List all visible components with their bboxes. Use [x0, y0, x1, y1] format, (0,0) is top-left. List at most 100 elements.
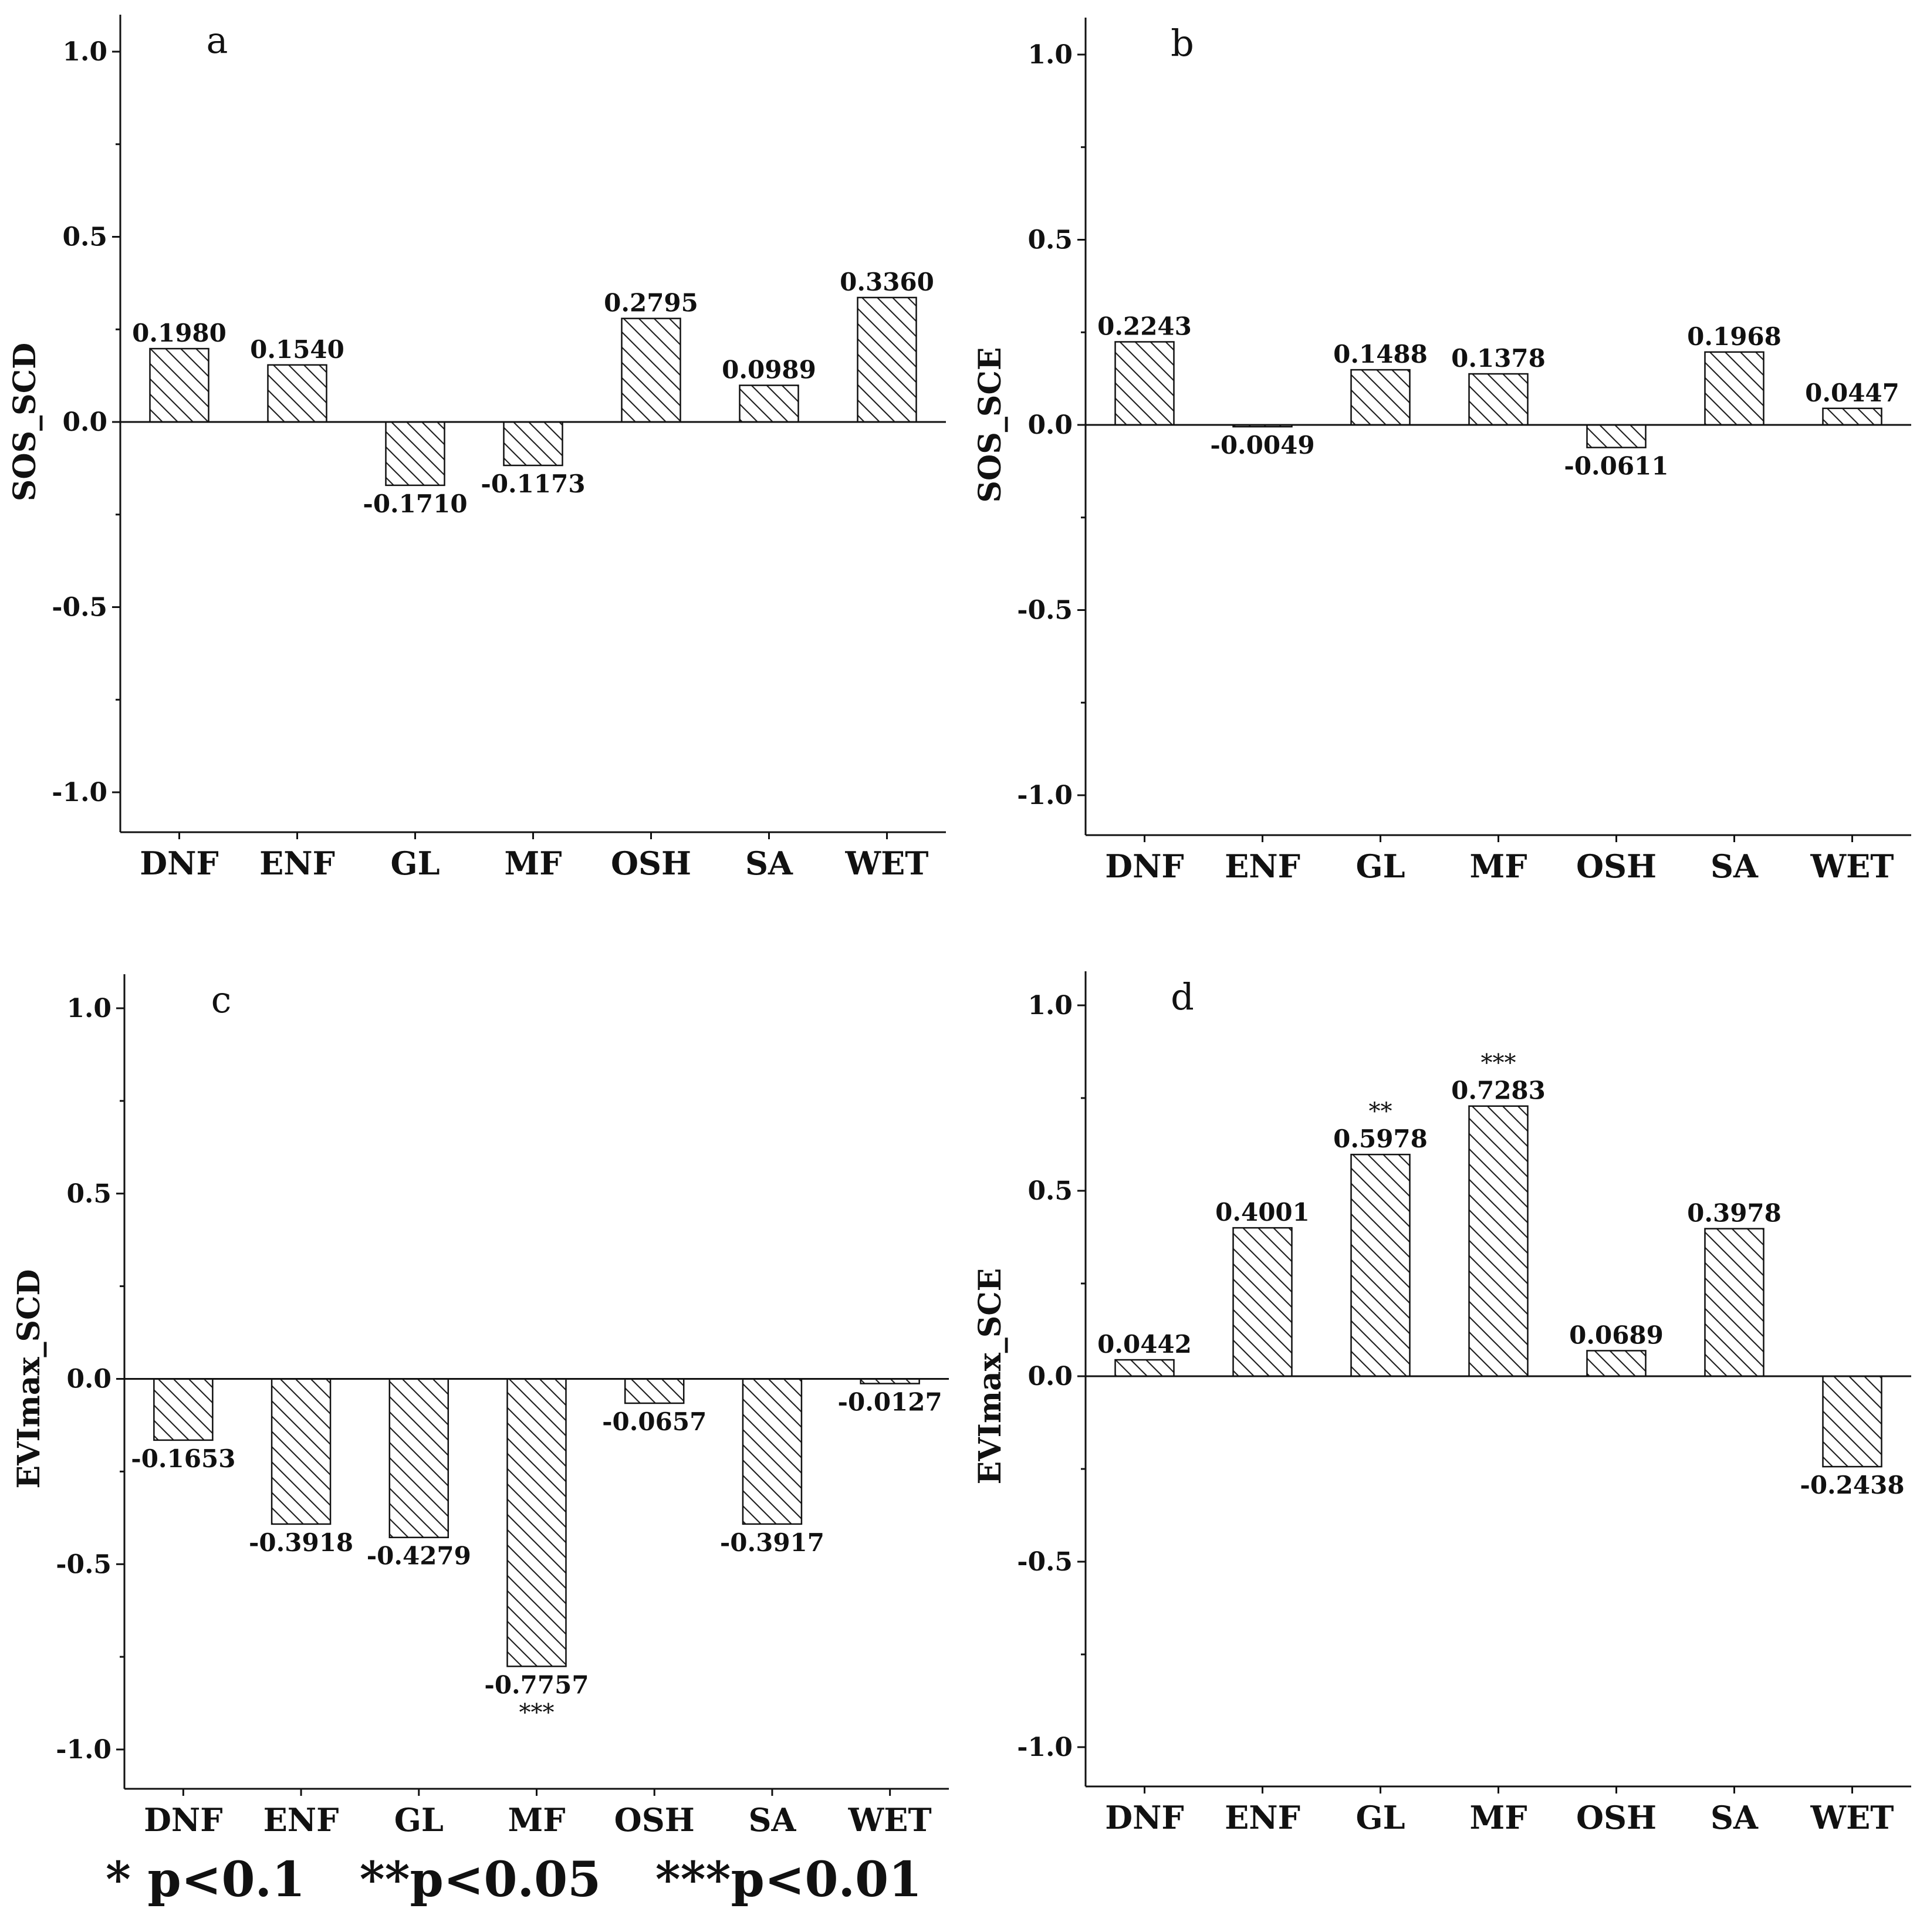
bar-wet — [1822, 1375, 1882, 1468]
x-category-label: MF — [1469, 847, 1527, 885]
chart-panel-b: 1.0 0.5 0.0 -0.5 -1.0 b SOS_SCE 0.2243 DNF -0.004… — [972, 18, 1911, 885]
y-axis-title: SOS_SCD — [7, 343, 43, 501]
y-tick-label: -0.5 — [52, 593, 107, 623]
panel-label: a — [207, 19, 228, 62]
bar-dnf — [153, 1378, 214, 1441]
y-tick-label: -1.0 — [1017, 781, 1073, 810]
value-label: 0.1488 — [1333, 340, 1428, 369]
y-axis-title: EVImax_SCE — [972, 1268, 1008, 1485]
panel-label: d — [1171, 975, 1194, 1018]
value-label: 0.2243 — [1097, 312, 1192, 340]
value-label: -0.3918 — [249, 1528, 353, 1557]
y-tick-label: -1.0 — [1017, 1732, 1073, 1762]
bar-osh — [1586, 424, 1647, 448]
x-category-label: ENF — [1225, 1799, 1300, 1836]
x-category-label: WET — [1810, 1799, 1894, 1836]
significance-marker: *** — [1481, 1050, 1516, 1077]
significance-legend: * p<0.1 **p<0.05 ***p<0.01 — [106, 1852, 959, 1908]
value-label: 0.0989 — [722, 356, 816, 384]
value-label: 0.1980 — [132, 319, 227, 347]
bar-wet — [857, 296, 917, 423]
bar-wet — [860, 1378, 920, 1384]
x-category-label: OSH — [611, 845, 691, 882]
x-category-label: WET — [845, 845, 929, 882]
x-category-label: SA — [1711, 1799, 1759, 1836]
x-category-label: OSH — [1576, 847, 1657, 885]
y-tick-label: -1.0 — [52, 778, 107, 808]
y-tick-label: -0.5 — [1017, 1547, 1073, 1577]
bar-dnf — [1114, 1359, 1175, 1377]
value-label: 0.4001 — [1215, 1198, 1310, 1227]
x-category-label: SA — [745, 845, 793, 882]
y-tick-label: 0.0 — [1027, 1362, 1073, 1391]
y-tick-label: 0.0 — [1027, 410, 1073, 440]
bar-mf — [1468, 1105, 1529, 1377]
x-category-label: OSH — [1576, 1799, 1657, 1836]
legend-p005: **p<0.05 — [359, 1852, 601, 1908]
value-label: 0.1968 — [1687, 322, 1782, 351]
value-label: -0.0657 — [602, 1407, 707, 1436]
bar-enf — [1232, 1227, 1293, 1377]
panel-label: b — [1171, 22, 1194, 65]
x-category-label: ENF — [1225, 847, 1300, 885]
x-category-label: GL — [1356, 1799, 1405, 1836]
bar-osh — [1586, 1350, 1647, 1377]
chart-panel-c: 1.0 0.5 0.0 -0.5 -1.0 c EVImax_SCD -0.1653 DNF -0… — [11, 974, 949, 1839]
bar-osh — [624, 1378, 685, 1404]
value-label: -0.3917 — [720, 1528, 824, 1557]
x-category-label: GL — [394, 1801, 444, 1839]
x-category-label: ENF — [259, 845, 335, 882]
bar-gl — [1350, 1153, 1411, 1377]
x-category-label: MF — [1469, 1799, 1527, 1836]
bar-dnf — [149, 347, 209, 423]
y-tick-label: 1.0 — [62, 37, 107, 67]
value-label: -0.1710 — [363, 489, 467, 518]
legend-p001: ***p<0.01 — [655, 1852, 922, 1908]
significance-marker: *** — [519, 1699, 555, 1726]
value-label: -0.1653 — [131, 1444, 235, 1473]
x-category-label: MF — [504, 845, 562, 882]
x-category-label: DNF — [1105, 847, 1184, 885]
bar-osh — [621, 318, 681, 423]
x-category-label: DNF — [144, 1801, 223, 1839]
y-tick-label: 0.5 — [1027, 225, 1073, 255]
bar-sa — [742, 1378, 803, 1525]
bar-sa — [1704, 351, 1764, 426]
value-label: -0.0127 — [838, 1388, 942, 1417]
value-label: 0.2795 — [604, 289, 698, 318]
value-label: 0.3360 — [840, 268, 934, 296]
value-label: -0.1173 — [481, 470, 585, 498]
bar-wet — [1822, 407, 1882, 426]
x-category-label: MF — [508, 1801, 565, 1839]
bar-enf — [267, 364, 327, 423]
bar-gl — [388, 1378, 449, 1538]
value-label: 0.1540 — [250, 335, 344, 364]
bar-gl — [1350, 369, 1411, 426]
value-label: -0.0049 — [1210, 431, 1314, 460]
x-category-label: DNF — [1105, 1799, 1184, 1836]
y-tick-label: 0.0 — [62, 407, 107, 437]
bar-mf — [1468, 373, 1529, 426]
bar-mf — [506, 1378, 567, 1667]
y-axis-title: EVImax_SCD — [11, 1269, 47, 1488]
value-label: 0.5978 — [1333, 1124, 1428, 1153]
bar-sa — [1704, 1228, 1764, 1377]
y-tick-label: -0.5 — [56, 1549, 111, 1579]
x-category-label: WET — [848, 1801, 932, 1839]
x-category-label: WET — [1810, 847, 1894, 885]
y-tick-label: 0.5 — [66, 1179, 111, 1209]
value-label: 0.0447 — [1805, 379, 1899, 407]
bar-sa — [739, 384, 799, 423]
significance-marker: ** — [1369, 1098, 1392, 1125]
chart-panel-d: 1.0 0.5 0.0 -0.5 -1.0 d EVImax_SCE 0.0442 DNF 0.4… — [972, 971, 1911, 1836]
y-tick-label: -1.0 — [56, 1735, 111, 1765]
y-tick-label: 0.5 — [62, 222, 107, 252]
chart-panel-a: 1.0 0.5 0.0 -0.5 -1.0 a SOS_SCD 0.1980 DNF 0.1540… — [7, 15, 946, 882]
value-label: -0.7757 — [484, 1670, 589, 1699]
y-axis-title: SOS_SCE — [972, 347, 1008, 503]
panel-label: c — [211, 978, 232, 1021]
bar-enf — [271, 1378, 332, 1525]
value-label: 0.0689 — [1569, 1320, 1664, 1349]
x-category-label: GL — [1356, 847, 1405, 885]
x-category-label: SA — [748, 1801, 796, 1839]
